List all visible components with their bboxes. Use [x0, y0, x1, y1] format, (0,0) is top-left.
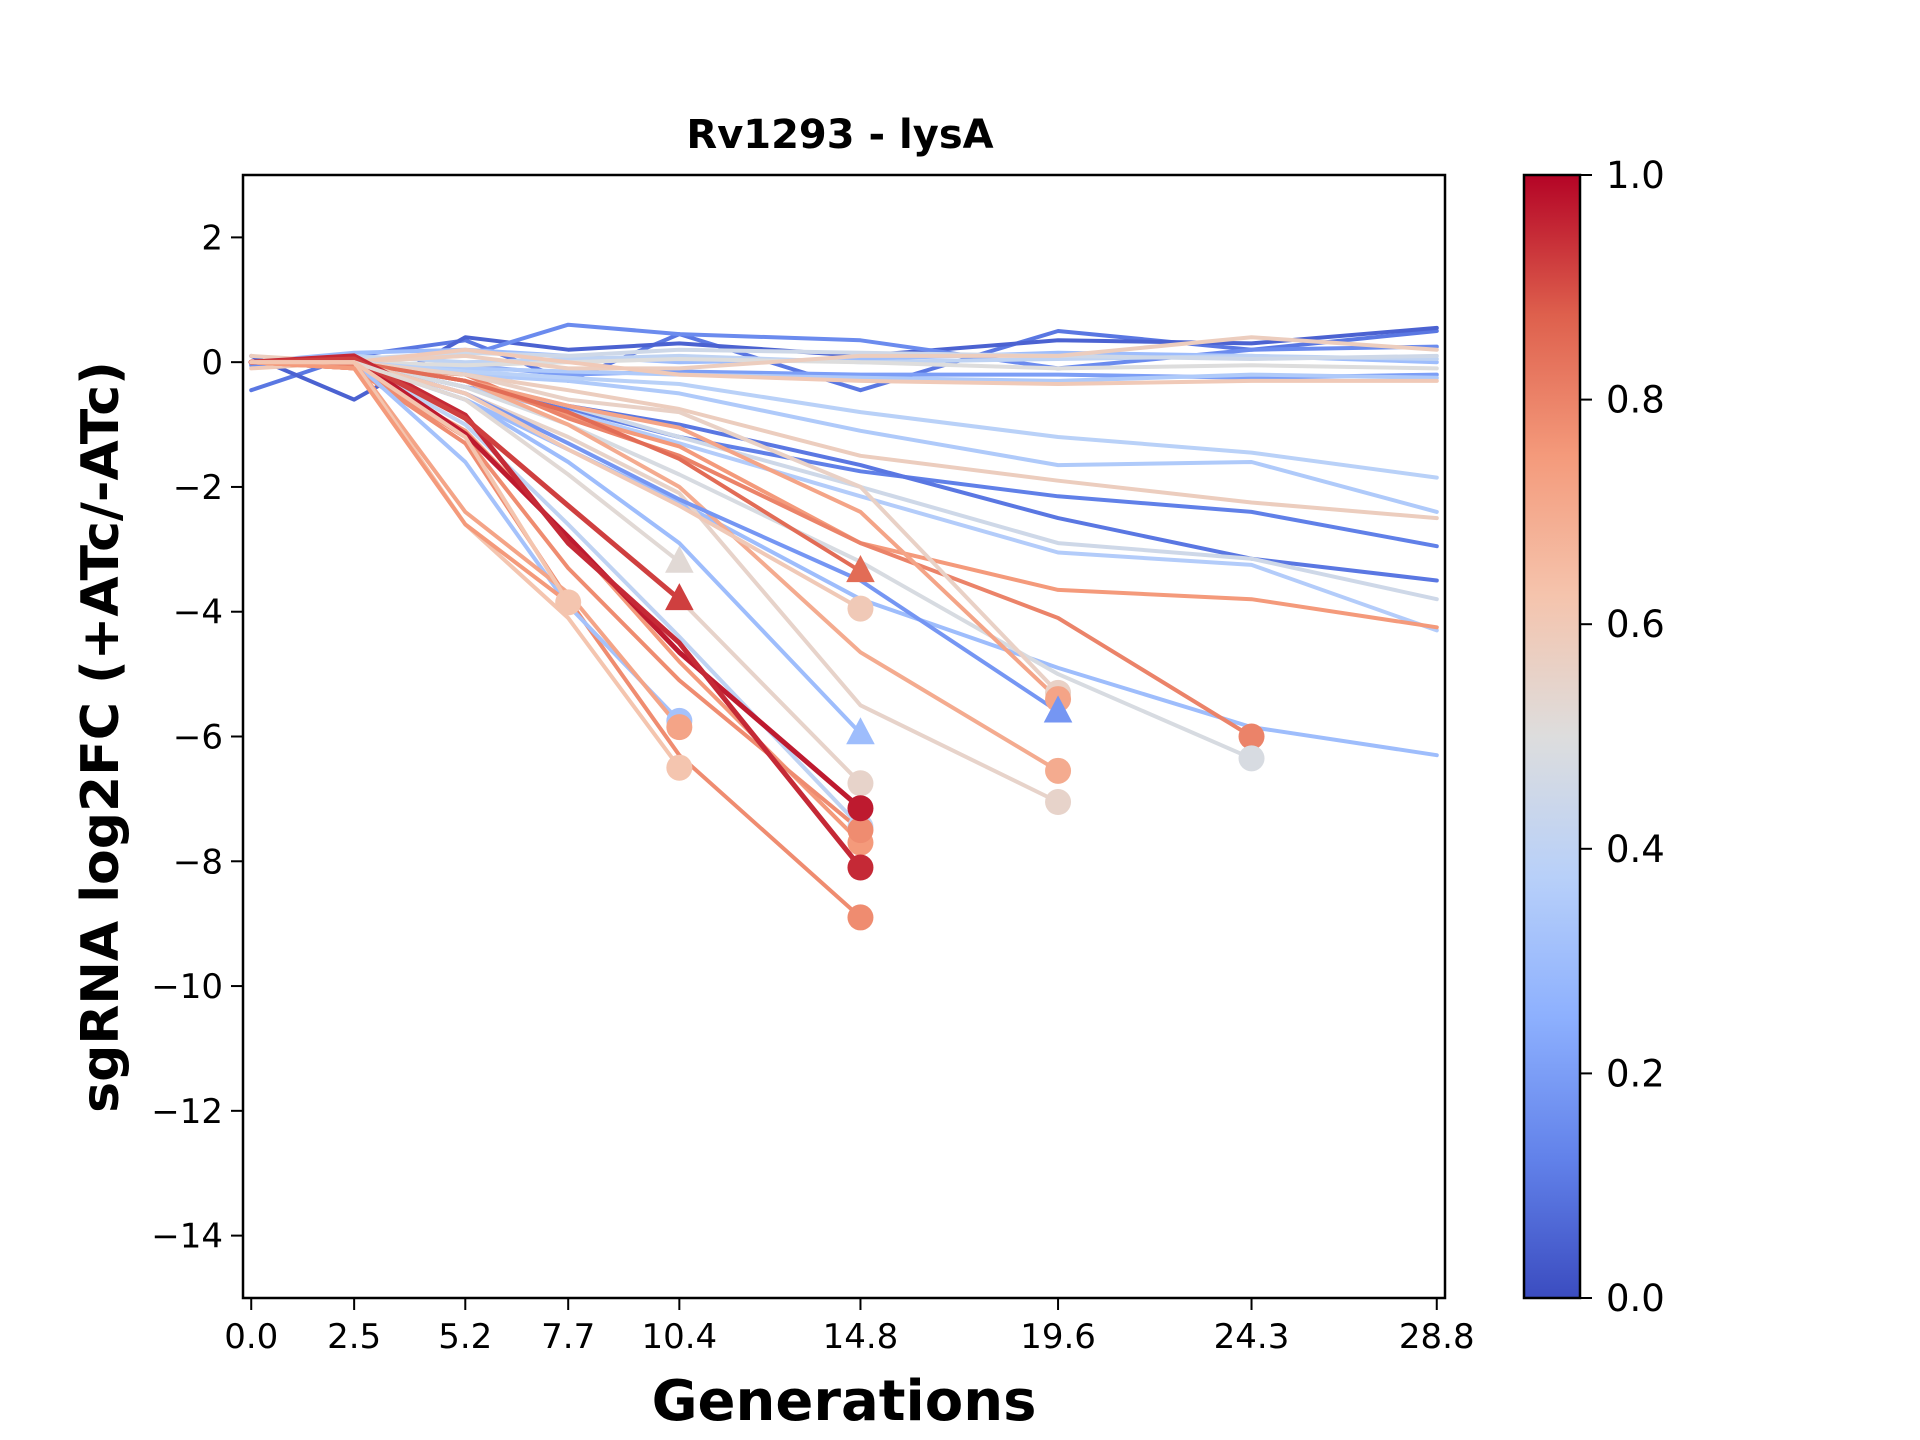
x-tick-label-5: 14.8	[823, 1317, 899, 1357]
series-end-marker-40	[666, 714, 693, 741]
plot-lines	[248, 322, 1439, 920]
colorbar-gradient	[1522, 173, 1582, 1300]
series-line-21	[249, 360, 1254, 761]
x-axis-label: Generations	[652, 1369, 1037, 1434]
series-line-36	[248, 353, 863, 870]
series-line-4	[249, 347, 1439, 365]
series-end-marker-30	[847, 770, 874, 797]
series-line-26	[249, 360, 1061, 714]
series-end-marker-28	[846, 717, 875, 745]
colorbar-tick-label-1: 0.2	[1606, 1052, 1665, 1095]
series-line-43	[249, 360, 571, 605]
series-line-42	[249, 360, 571, 605]
x-tick-label-8: 28.8	[1399, 1317, 1475, 1357]
x-tick-label-0: 0.0	[224, 1317, 278, 1357]
series-line-37	[248, 356, 682, 602]
y-tick-label-3: −4	[173, 593, 223, 633]
y-tick-label-0: 2	[201, 218, 223, 258]
y-tick-label-7: −12	[151, 1092, 223, 1132]
series-end-marker-34	[847, 904, 874, 931]
x-tick-label-3: 7.7	[541, 1317, 595, 1357]
series-end-marker-22	[1045, 757, 1072, 784]
plot-markers	[555, 545, 1265, 931]
series-end-marker-38	[665, 545, 694, 573]
colorbar-tick-label-4: 0.8	[1606, 379, 1665, 422]
x-tick-label-4: 10.4	[641, 1317, 717, 1357]
series-line-24	[249, 360, 1061, 702]
colorbar-tick-label-5: 1.0	[1606, 154, 1665, 197]
x-tick-label-6: 19.6	[1020, 1317, 1096, 1357]
series-line-10	[249, 347, 1439, 386]
series-end-marker-37	[665, 583, 694, 611]
x-tick-label-1: 2.5	[327, 1317, 381, 1357]
series-end-marker-43	[555, 589, 582, 616]
series-line-8	[249, 357, 1439, 371]
colorbar-tick-label-2: 0.4	[1606, 828, 1665, 871]
series-line-30	[249, 360, 863, 786]
colorbar-tick-label-3: 0.6	[1606, 603, 1665, 646]
y-tick-label-5: −8	[173, 842, 223, 882]
y-tick-label-2: −2	[173, 468, 223, 508]
series-end-marker-33	[847, 817, 874, 844]
series-end-marker-25	[1045, 789, 1072, 816]
y-tick-label-1: 0	[201, 343, 223, 383]
series-line-9	[249, 335, 1439, 371]
y-axis-label: sgRNA log2FC (+ATc/-ATc)	[71, 361, 131, 1113]
series-end-marker-35	[847, 795, 874, 822]
series-end-marker-29	[847, 595, 874, 622]
series-end-marker-20	[1238, 723, 1265, 750]
series-end-marker-36	[847, 854, 874, 881]
colorbar: 0.0 0.2 0.4 0.6 0.8 1.0	[1522, 154, 1665, 1320]
x-axis: 0.0 2.5 5.2 7.7 10.4 14.8 19.6 24.3 28.8	[224, 1298, 1475, 1357]
colorbar-tick-label-0: 0.0	[1606, 1277, 1665, 1320]
x-tick-label-7: 24.3	[1214, 1317, 1290, 1357]
y-tick-label-6: −10	[151, 967, 223, 1007]
series-end-marker-41	[666, 754, 693, 781]
y-tick-label-8: −14	[151, 1217, 223, 1257]
chart-title: Rv1293 - lysA	[686, 112, 993, 158]
colorbar-ticks: 0.0 0.2 0.4 0.6 0.8 1.0	[1580, 154, 1665, 1320]
y-axis: 2 0 −2 −4 −6 −8 −10 −12 −14	[151, 218, 243, 1257]
series-end-marker-27	[846, 555, 875, 583]
series-end-marker-26	[1043, 695, 1073, 723]
y-tick-label-4: −6	[173, 718, 223, 758]
x-tick-label-2: 5.2	[438, 1317, 492, 1357]
series-end-marker-21	[1238, 745, 1265, 772]
